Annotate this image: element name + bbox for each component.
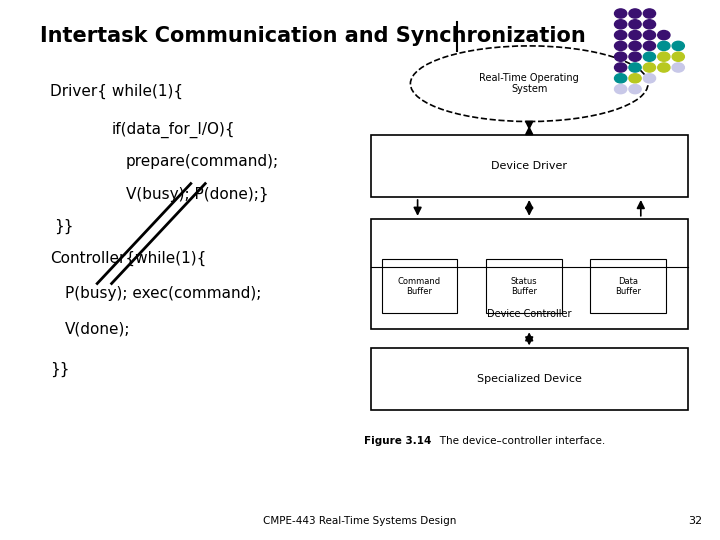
Circle shape: [644, 19, 656, 29]
Circle shape: [644, 30, 656, 40]
Circle shape: [615, 84, 626, 94]
Circle shape: [629, 9, 641, 18]
Circle shape: [644, 74, 656, 83]
Bar: [486, 259, 562, 313]
Bar: [371, 219, 688, 329]
Bar: [382, 259, 457, 313]
Text: V(done);: V(done);: [65, 321, 130, 336]
Circle shape: [657, 41, 670, 50]
Text: Driver{ while(1){: Driver{ while(1){: [50, 84, 184, 99]
Text: The device–controller interface.: The device–controller interface.: [430, 436, 605, 447]
Circle shape: [629, 63, 641, 72]
Text: Real-Time Operating
System: Real-Time Operating System: [480, 73, 579, 94]
Text: }}: }}: [50, 362, 70, 377]
Circle shape: [629, 19, 641, 29]
Text: Intertask Communication and Synchronization: Intertask Communication and Synchronizat…: [40, 26, 585, 46]
Text: CMPE-443 Real-Time Systems Design: CMPE-443 Real-Time Systems Design: [264, 516, 456, 526]
Text: }}: }}: [54, 219, 73, 234]
Circle shape: [644, 52, 656, 61]
Circle shape: [644, 9, 656, 18]
Text: Specialized Device: Specialized Device: [477, 374, 582, 384]
Circle shape: [629, 74, 641, 83]
Circle shape: [657, 52, 670, 61]
Bar: [371, 135, 688, 197]
Circle shape: [657, 63, 670, 72]
Circle shape: [615, 41, 626, 50]
Text: if(data_for_I/O){: if(data_for_I/O){: [112, 122, 235, 138]
Circle shape: [672, 41, 684, 50]
Text: Device Driver: Device Driver: [491, 161, 567, 171]
Text: Device Controller: Device Controller: [487, 309, 572, 319]
Text: Controller{while(1){: Controller{while(1){: [50, 251, 207, 266]
Circle shape: [657, 30, 670, 40]
Circle shape: [644, 63, 656, 72]
Circle shape: [672, 63, 684, 72]
Text: Status
Buffer: Status Buffer: [510, 276, 537, 296]
Circle shape: [615, 63, 626, 72]
Circle shape: [615, 74, 626, 83]
Circle shape: [644, 41, 656, 50]
Circle shape: [615, 52, 626, 61]
Circle shape: [615, 30, 626, 40]
Circle shape: [629, 52, 641, 61]
Text: 32: 32: [688, 516, 702, 526]
Text: Command
Buffer: Command Buffer: [398, 276, 441, 296]
Text: prepare(command);: prepare(command);: [126, 154, 279, 169]
Bar: [590, 259, 666, 313]
Text: P(busy); exec(command);: P(busy); exec(command);: [65, 286, 261, 301]
Circle shape: [615, 9, 626, 18]
Text: Figure 3.14: Figure 3.14: [364, 436, 431, 447]
Bar: [371, 348, 688, 410]
Text: V(busy); P(done);}: V(busy); P(done);}: [126, 186, 269, 201]
Circle shape: [629, 84, 641, 94]
Circle shape: [615, 19, 626, 29]
Circle shape: [629, 30, 641, 40]
Circle shape: [629, 41, 641, 50]
Text: Data
Buffer: Data Buffer: [615, 276, 642, 296]
Circle shape: [672, 52, 684, 61]
